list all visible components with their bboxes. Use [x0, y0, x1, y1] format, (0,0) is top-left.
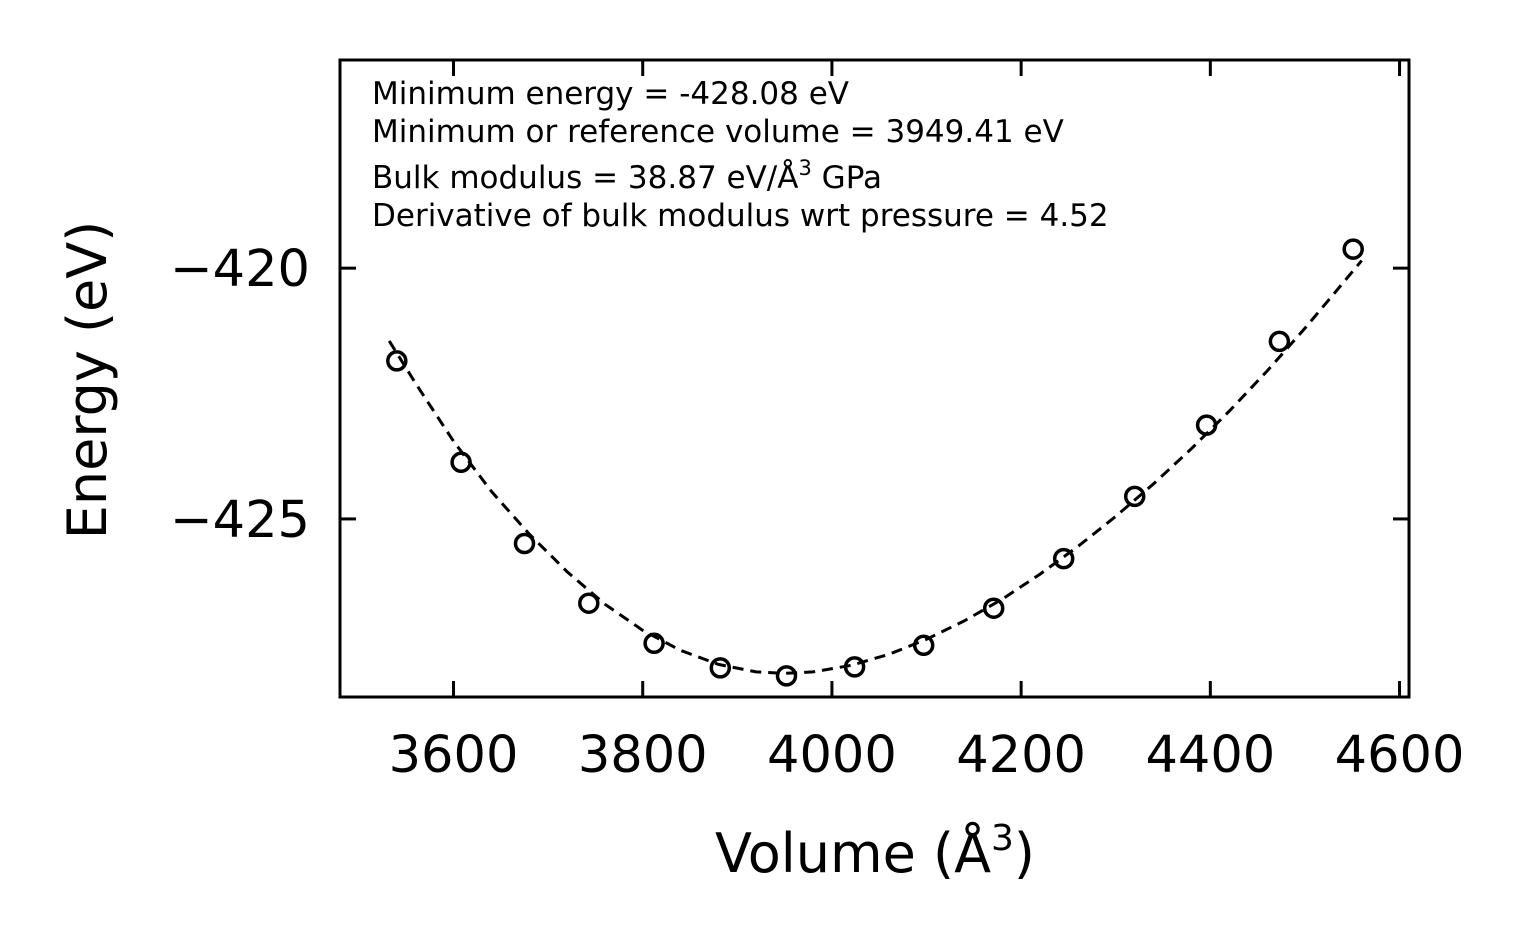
- annotation-ref-volume: Minimum or reference volume = 3949.41 eV: [372, 114, 1064, 150]
- x-axis-title: Volume (Å3): [715, 818, 1035, 885]
- y-tick-labels: −420 −425: [170, 240, 310, 550]
- data-point: [982, 597, 1005, 619]
- plot-frame: [338, 58, 1411, 699]
- y-tick-label: −425: [170, 491, 310, 550]
- data-point: [578, 592, 600, 614]
- annotation-min-energy: Minimum energy = -428.08 eV: [372, 76, 849, 112]
- y-axis-title: Energy (eV): [56, 221, 119, 540]
- data-point: [709, 657, 732, 679]
- fit-curve: [387, 259, 1363, 675]
- x-tick-label: 4400: [1145, 726, 1275, 785]
- data-point: [1195, 414, 1218, 436]
- data-point: [513, 532, 536, 555]
- data-points-layer: [386, 238, 1364, 687]
- x-tick-label: 4000: [767, 726, 897, 785]
- x-tick-labels: 3600 3800 4000 4200 4400 4600: [389, 726, 1465, 785]
- data-point: [1052, 547, 1075, 570]
- data-point: [450, 451, 472, 474]
- x-tick-label: 3800: [578, 726, 708, 785]
- axis-ticks-layer: [340, 60, 1409, 697]
- y-tick-label: −420: [170, 240, 310, 299]
- data-point: [1268, 330, 1291, 353]
- x-tick-label: 3600: [389, 726, 519, 785]
- data-point: [1342, 238, 1364, 260]
- fit-annotations: Minimum energy = -428.08 eV Minimum or r…: [372, 76, 1109, 234]
- annotation-bulk-derivative: Derivative of bulk modulus wrt pressure …: [372, 198, 1109, 234]
- data-point: [643, 632, 665, 655]
- data-point: [912, 634, 935, 657]
- data-point: [386, 350, 408, 372]
- x-tick-label: 4600: [1335, 726, 1465, 785]
- data-point: [1123, 485, 1146, 508]
- annotation-bulk-modulus: Bulk modulus = 38.87 eV/Å3 GPa: [372, 156, 882, 196]
- x-tick-label: 4200: [956, 726, 1086, 785]
- data-point: [775, 665, 798, 687]
- data-point: [843, 656, 866, 678]
- fit-curve-layer: [387, 259, 1363, 675]
